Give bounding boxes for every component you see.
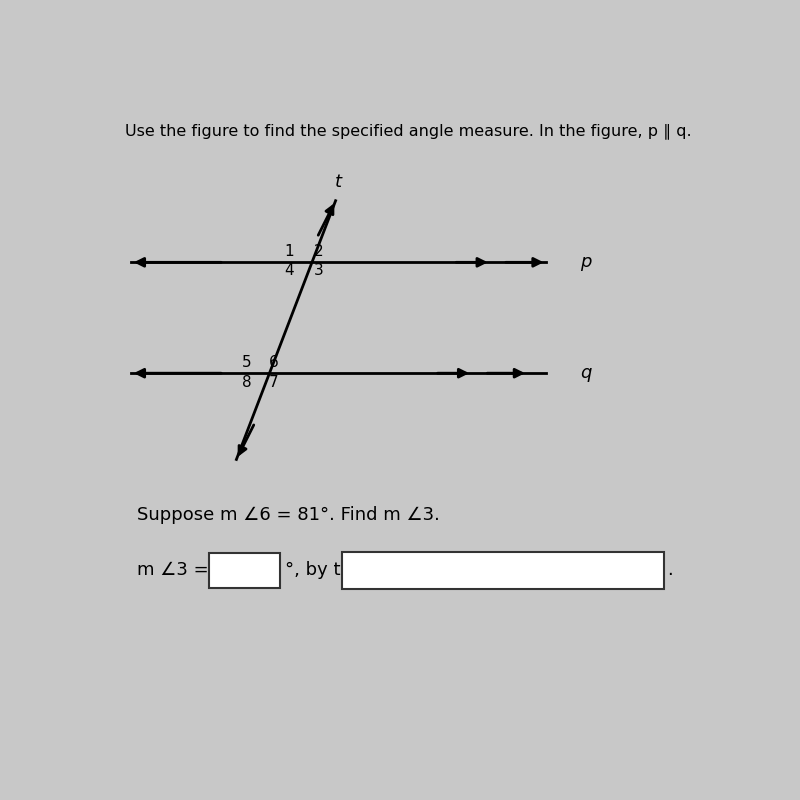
- Text: 3: 3: [314, 263, 323, 278]
- Text: p: p: [581, 253, 592, 270]
- Text: Use the figure to find the specified angle measure. In the figure, p ∥ q.: Use the figure to find the specified ang…: [125, 124, 691, 139]
- Text: 7: 7: [269, 375, 278, 390]
- Text: Suppose m ∠6 = 81°. Find m ∠3.: Suppose m ∠6 = 81°. Find m ∠3.: [138, 506, 440, 524]
- Text: q: q: [581, 363, 592, 382]
- Text: 6: 6: [269, 354, 278, 370]
- Text: Same–Side Interior Angles Postulate ∨: Same–Side Interior Angles Postulate ∨: [350, 563, 657, 578]
- Text: 5: 5: [242, 354, 252, 370]
- Text: .: .: [667, 562, 673, 579]
- Text: 4: 4: [284, 263, 294, 278]
- Text: 8: 8: [242, 375, 252, 390]
- Text: t: t: [335, 174, 342, 191]
- Text: 1: 1: [284, 244, 294, 258]
- Text: m ∠3 =: m ∠3 =: [138, 562, 209, 579]
- FancyBboxPatch shape: [342, 552, 664, 589]
- Text: 2: 2: [314, 244, 323, 258]
- FancyBboxPatch shape: [209, 553, 280, 587]
- Text: °, by the: °, by the: [285, 562, 362, 579]
